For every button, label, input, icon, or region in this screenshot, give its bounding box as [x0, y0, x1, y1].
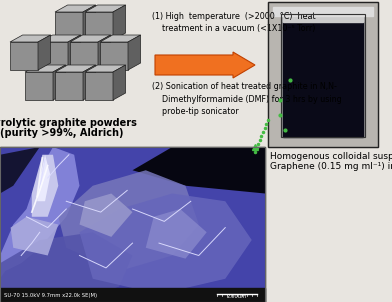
Bar	[283, 14, 363, 22]
Polygon shape	[38, 35, 51, 70]
Polygon shape	[68, 35, 81, 70]
Polygon shape	[0, 147, 265, 302]
Polygon shape	[55, 12, 83, 40]
Polygon shape	[85, 72, 113, 100]
Polygon shape	[80, 194, 252, 294]
Polygon shape	[25, 72, 53, 100]
Polygon shape	[100, 42, 128, 70]
Polygon shape	[0, 232, 132, 302]
Bar	[268, 2, 378, 147]
Polygon shape	[40, 42, 68, 70]
Bar	[281, 14, 365, 137]
Text: Graphene (0.15 mg ml⁻¹) in DMF Solution: Graphene (0.15 mg ml⁻¹) in DMF Solution	[270, 162, 392, 171]
Polygon shape	[113, 5, 125, 40]
Polygon shape	[37, 155, 50, 201]
Polygon shape	[70, 35, 111, 42]
Polygon shape	[10, 42, 38, 70]
Text: Homogenous colloidal suspension of: Homogenous colloidal suspension of	[270, 152, 392, 161]
Polygon shape	[32, 155, 58, 217]
Text: 2.00um: 2.00um	[227, 294, 247, 299]
Text: SU-70 15.0kV 9.7mm x22.0k SE(M): SU-70 15.0kV 9.7mm x22.0k SE(M)	[4, 293, 97, 297]
Polygon shape	[10, 35, 51, 42]
Bar	[0, 288, 265, 302]
Text: (1) High  temperature  (>2000  °C)  heat
    treatment in a vacuum (<1X10⁻⁵ Torr: (1) High temperature (>2000 °C) heat tre…	[152, 12, 316, 34]
Bar	[0, 147, 265, 302]
Polygon shape	[40, 35, 81, 42]
Text: Pyrolytic graphite powders: Pyrolytic graphite powders	[0, 118, 137, 128]
Polygon shape	[132, 147, 265, 194]
FancyArrow shape	[155, 52, 255, 78]
Polygon shape	[113, 65, 125, 100]
Polygon shape	[55, 72, 83, 100]
Polygon shape	[55, 65, 96, 72]
Polygon shape	[85, 12, 113, 40]
Polygon shape	[146, 209, 207, 259]
Polygon shape	[85, 65, 125, 72]
Polygon shape	[83, 65, 96, 100]
Bar	[268, 2, 378, 147]
Polygon shape	[25, 65, 65, 72]
Text: (2) Sonication of heat treated graphite in N,N-
    Dimethylformamide (DMF) for : (2) Sonication of heat treated graphite …	[152, 82, 342, 116]
Polygon shape	[80, 194, 132, 237]
Polygon shape	[83, 5, 96, 40]
Bar	[281, 14, 365, 137]
Polygon shape	[85, 5, 125, 12]
Bar	[0, 147, 265, 302]
Polygon shape	[100, 35, 141, 42]
Polygon shape	[0, 147, 40, 194]
Polygon shape	[98, 35, 111, 70]
Polygon shape	[70, 42, 98, 70]
Polygon shape	[128, 35, 141, 70]
Bar	[283, 22, 363, 137]
Polygon shape	[11, 217, 58, 255]
Polygon shape	[0, 147, 80, 279]
Polygon shape	[58, 170, 199, 271]
Polygon shape	[55, 5, 96, 12]
Bar	[273, 7, 373, 16]
Polygon shape	[53, 65, 65, 100]
Text: (purity >99%, Aldrich): (purity >99%, Aldrich)	[0, 128, 124, 138]
